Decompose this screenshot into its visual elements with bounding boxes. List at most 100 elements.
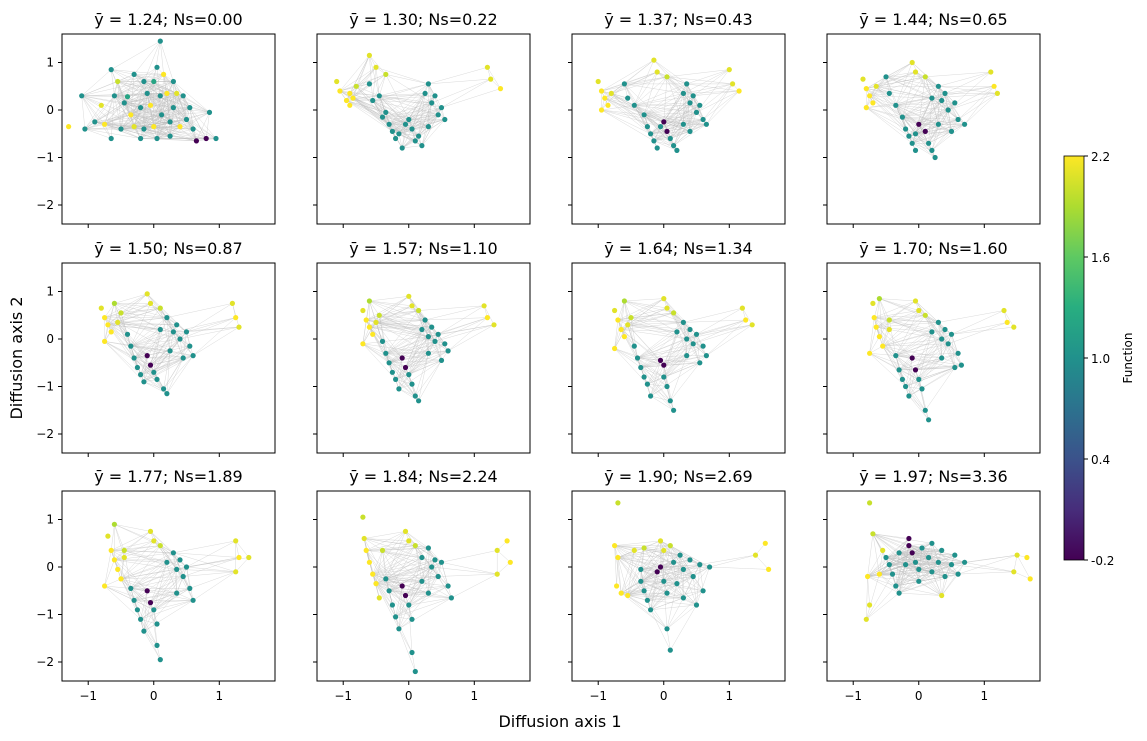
network-edge [755, 554, 769, 570]
data-point [641, 588, 647, 594]
network-edge [497, 550, 511, 563]
subplot-title: ȳ = 1.24; Ns=0.00 [94, 10, 242, 29]
network-edge [889, 315, 926, 321]
network-edge [879, 298, 919, 311]
network-edge [411, 305, 436, 342]
x-tick-label: −1 [844, 689, 862, 703]
network-edge [107, 324, 128, 335]
network-edge [104, 585, 151, 603]
data-point [105, 533, 111, 539]
network-edge [699, 554, 756, 565]
network-edge [614, 545, 661, 568]
network-edge [867, 576, 896, 587]
network-edge [153, 81, 174, 127]
network-edge [666, 76, 687, 85]
network-edge [81, 95, 105, 125]
network-edge [944, 93, 965, 125]
data-point [690, 573, 696, 580]
data-point [916, 121, 922, 127]
network-edge [405, 585, 449, 596]
network-edge [634, 60, 655, 106]
network-edge [673, 124, 707, 146]
network-edge [111, 69, 135, 75]
network-edge [931, 131, 952, 151]
network-edge [938, 86, 959, 120]
network-edge [911, 552, 942, 596]
network-edge [130, 114, 171, 123]
network-edge [124, 102, 171, 137]
data-point [664, 305, 670, 311]
network-edge [931, 554, 955, 573]
network-edge [385, 74, 410, 120]
data-point [657, 357, 664, 363]
y-tick-label: 0 [46, 332, 54, 346]
network-edge [601, 109, 661, 127]
network-edge [885, 76, 933, 99]
network-edge [382, 102, 432, 118]
network-edge [885, 76, 897, 106]
network-edge [150, 531, 161, 546]
network-edge [617, 547, 645, 558]
network-edge [911, 100, 942, 144]
network-edge [186, 119, 207, 139]
network-edge [621, 569, 641, 594]
network-edge [614, 540, 661, 546]
network-edge [401, 124, 406, 149]
network-edge [134, 74, 174, 82]
network-edge [614, 348, 641, 368]
data-point [762, 540, 768, 546]
network-edge [362, 343, 386, 354]
network-edge [921, 547, 955, 556]
network-edge [879, 298, 890, 321]
data-point [628, 315, 634, 321]
network-edge [692, 95, 697, 113]
data-point [922, 312, 928, 318]
data-point [128, 585, 134, 592]
network-edge [441, 562, 452, 598]
network-edge [925, 71, 991, 78]
network-edge [941, 576, 946, 596]
network-edge [186, 303, 233, 333]
network-edge [670, 119, 704, 139]
network-edge [160, 307, 187, 333]
network-edge [879, 573, 900, 594]
x-tick-label: 0 [915, 689, 923, 703]
network-edge [339, 67, 377, 92]
data-point [425, 81, 431, 87]
network-edge [941, 562, 965, 596]
data-point [236, 554, 242, 561]
data-point [206, 109, 213, 115]
network-edge [150, 357, 184, 366]
x-tick-label: 1 [215, 689, 223, 703]
network-edge [114, 293, 148, 304]
network-edge [944, 71, 991, 94]
network-edge [614, 545, 641, 570]
network-edge [401, 128, 413, 149]
network-edge [637, 322, 684, 359]
network-edge [676, 555, 681, 584]
data-point [876, 296, 883, 302]
data-point [138, 135, 144, 142]
network-edge [124, 102, 158, 139]
network-edge [601, 93, 612, 111]
data-point [174, 322, 180, 328]
network-edge [650, 355, 687, 397]
network-edge [369, 296, 409, 302]
network-edge [369, 55, 386, 75]
network-edge [876, 86, 903, 118]
network-edge [140, 138, 197, 142]
data-point [92, 119, 98, 125]
data-point [370, 571, 376, 577]
data-point [151, 369, 157, 375]
colorbar-tick-label: 0.4 [1091, 453, 1110, 467]
network-edge [421, 581, 452, 599]
network-edge [173, 331, 184, 359]
network-edge [385, 329, 423, 354]
network-edge [696, 334, 701, 363]
network-edge [104, 312, 122, 342]
data-point [703, 353, 710, 359]
network-edge [873, 298, 880, 318]
network-edge [670, 124, 684, 139]
network-edge [640, 547, 645, 582]
network-edge [899, 543, 932, 554]
